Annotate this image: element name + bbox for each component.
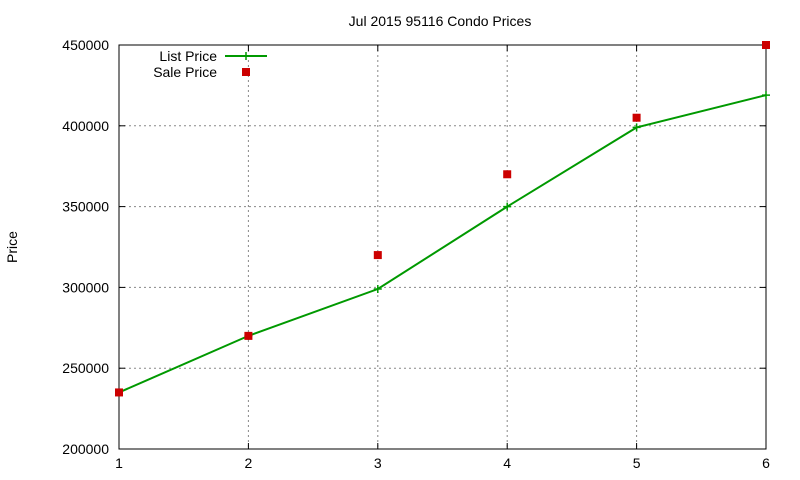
sale-price-point (115, 388, 123, 397)
y-tick-label: 300000 (62, 279, 109, 295)
sale-price-point (762, 41, 770, 49)
y-axis-label: Price (4, 231, 20, 263)
series-list-price (115, 91, 770, 397)
sale-price-point (632, 113, 641, 122)
list-price-point (503, 202, 512, 211)
x-tick-label: 4 (503, 455, 511, 471)
y-tick-label: 450000 (62, 37, 109, 53)
chart-title: Jul 2015 95116 Condo Prices (349, 13, 532, 29)
legend-marker-sale-price (242, 68, 250, 76)
sale-price-point (503, 170, 512, 179)
x-tick-label: 3 (374, 455, 382, 471)
list-price-point (632, 123, 641, 132)
x-tick-label: 5 (633, 455, 641, 471)
list-price-point (373, 285, 382, 294)
plot-frame (118, 44, 767, 450)
x-tick-label: 2 (245, 455, 253, 471)
y-tick-label: 400000 (62, 118, 109, 134)
sale-price-point (373, 251, 382, 260)
series-layer (115, 41, 770, 397)
y-tick-label: 350000 (62, 199, 109, 215)
y-tick-label: 200000 (62, 441, 109, 457)
list-price-point (762, 91, 770, 100)
axis-ticks: 1 2 3 4 5 6 200000 250000 300000 350000 400000 4500… (62, 37, 770, 471)
x-tick-label: 1 (115, 455, 123, 471)
grid-lines (119, 45, 766, 449)
legend-marker-list-price (242, 52, 250, 60)
y-tick-label: 250000 (62, 360, 109, 376)
legend-label-sale-price: Sale Price (153, 64, 217, 80)
sale-price-point (244, 331, 253, 340)
series-sale-price (115, 41, 770, 397)
list-price-line (118, 94, 767, 394)
x-tick-label: 6 (762, 455, 770, 471)
legend-label-list-price: List Price (159, 48, 217, 64)
